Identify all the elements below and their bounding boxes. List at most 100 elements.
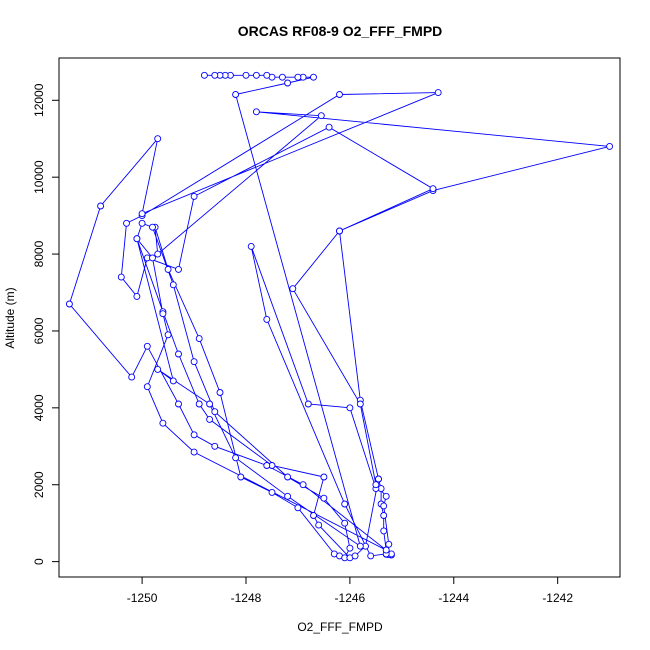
data-point <box>351 552 359 560</box>
data-point <box>211 442 219 450</box>
y-axis: 0 2000 4000 6000 8000 10000 12000 <box>32 83 60 565</box>
x-tick-label: -1250 <box>127 591 158 605</box>
data-point <box>263 462 271 469</box>
data-point <box>336 227 343 235</box>
data-point <box>232 454 240 462</box>
series-line <box>68 74 610 559</box>
data-point <box>429 185 437 193</box>
data-point <box>190 192 198 200</box>
data-point <box>133 292 141 300</box>
y-tick-label: 2000 <box>32 471 46 498</box>
data-point <box>380 512 388 519</box>
data-point <box>97 202 105 210</box>
data-point <box>382 546 390 554</box>
data-point <box>164 331 172 339</box>
y-tick-label: 12000 <box>32 83 46 117</box>
data-point <box>138 210 146 218</box>
data-point <box>346 544 354 552</box>
data-point <box>375 475 382 483</box>
data-point <box>117 273 125 281</box>
data-point <box>149 254 156 262</box>
data-point <box>143 342 151 350</box>
data-point <box>149 223 156 231</box>
data-point <box>320 473 328 481</box>
data-point <box>284 473 292 481</box>
data-point <box>154 135 162 143</box>
data-point <box>175 400 182 408</box>
data-point <box>356 400 364 408</box>
x-axis: -1250 -1248 -1246 -1244 -1242 <box>127 576 573 605</box>
data-point <box>128 373 136 381</box>
data-point <box>216 389 224 396</box>
data-point <box>206 400 214 408</box>
data-point <box>195 335 203 343</box>
data-point <box>164 265 172 273</box>
data-point <box>372 481 380 489</box>
data-point <box>195 400 203 408</box>
x-tick-label: -1242 <box>542 591 573 605</box>
data-point <box>317 112 325 120</box>
plot-frame <box>58 57 621 578</box>
y-tick-label: 0 <box>32 558 46 565</box>
data-point <box>325 123 333 131</box>
data-point <box>175 265 182 273</box>
data-point <box>154 250 162 258</box>
data-point <box>310 73 317 81</box>
data-point <box>367 552 375 560</box>
data-point <box>237 473 245 481</box>
data-point <box>190 358 198 366</box>
x-tick-label: -1248 <box>231 591 262 605</box>
data-point <box>356 542 364 550</box>
x-axis-label: O2_FFF_FMPD <box>297 620 383 634</box>
data-point <box>65 300 73 308</box>
data-point <box>320 494 328 502</box>
data-point <box>123 219 130 227</box>
data-point <box>206 415 214 423</box>
data-point <box>315 521 323 529</box>
data-point <box>268 488 276 496</box>
data-point <box>284 492 292 500</box>
series-o2-profile <box>65 71 614 562</box>
y-axis-label: Altitude (m) <box>3 287 17 348</box>
data-point <box>310 512 317 519</box>
data-point <box>252 108 260 116</box>
data-point <box>284 79 292 87</box>
data-point <box>200 71 208 79</box>
data-point <box>289 285 297 293</box>
data-point <box>606 142 614 150</box>
x-tick-label: -1244 <box>438 591 469 605</box>
data-point <box>385 540 393 548</box>
data-point <box>247 242 255 250</box>
data-point <box>133 235 141 243</box>
data-point <box>382 492 390 500</box>
data-point <box>278 73 286 81</box>
data-point <box>294 504 302 512</box>
data-point <box>336 91 343 98</box>
x-tick-label: -1246 <box>335 591 366 605</box>
data-point <box>175 350 182 358</box>
data-point <box>294 73 302 81</box>
data-point <box>159 310 167 318</box>
data-point <box>138 219 146 227</box>
data-point <box>232 91 240 98</box>
data-point <box>380 502 388 510</box>
data-point <box>252 71 260 79</box>
data-point <box>346 404 354 412</box>
y-tick-label: 8000 <box>32 240 46 267</box>
data-point <box>169 377 177 385</box>
data-point <box>154 365 162 373</box>
data-point <box>263 315 271 323</box>
chart-title: ORCAS RF08-9 O2_FFF_FMPD <box>238 23 443 39</box>
data-point <box>159 419 167 427</box>
data-point <box>190 431 198 439</box>
data-point <box>190 448 198 456</box>
data-point <box>211 71 219 79</box>
data-point <box>304 400 312 408</box>
data-point <box>380 527 388 535</box>
data-point <box>242 71 250 79</box>
data-point <box>299 481 307 489</box>
data-point <box>263 71 271 79</box>
y-tick-label: 4000 <box>32 394 46 421</box>
data-point <box>143 383 151 391</box>
